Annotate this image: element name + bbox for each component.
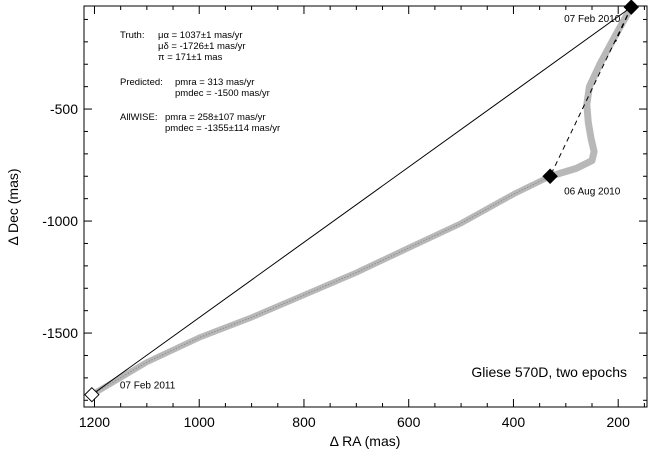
y-tick-label-2: -1500 <box>42 325 78 341</box>
epoch-labels: 07 Feb 2010 06 Aug 2010 07 Feb 2011 <box>120 14 621 392</box>
gray-track <box>88 3 635 398</box>
epoch-label-0: 07 Feb 2010 <box>564 14 621 25</box>
predicted-line-2: pmdec = -1500 mas/yr <box>175 88 270 99</box>
x-tick-label-3: 600 <box>397 414 421 430</box>
x-axis-title: Δ RA (mas) <box>330 433 401 449</box>
x-tick-label-1: 1000 <box>184 414 215 430</box>
gray-track-hatch <box>91 175 551 396</box>
allwise-line-2: pmdec = -1355±114 mas/yr <box>165 123 280 134</box>
truth-label: Truth: <box>120 30 144 41</box>
gray-track-lower <box>88 173 554 398</box>
predicted-line-1: pmra = 313 mas/yr <box>175 77 254 88</box>
predicted-label: Predicted: <box>120 77 163 88</box>
x-tick-label-2: 800 <box>292 414 316 430</box>
epoch-marker-0 <box>623 0 639 15</box>
x-tick-label-0: 1200 <box>79 414 110 430</box>
epoch-label-2: 07 Feb 2011 <box>120 381 176 392</box>
epoch-marker-2 <box>84 386 100 403</box>
epoch-markers <box>84 0 639 403</box>
truth-line-2: μδ = -1726±1 mas/yr <box>158 41 246 52</box>
dashed-line-2 <box>615 6 632 43</box>
epoch-marker-1 <box>542 168 558 184</box>
annotation-block: Truth: μα = 1037±1 mas/yr μδ = -1726±1 m… <box>120 30 280 134</box>
chart-title: Gliese 570D, two epochs <box>471 364 627 380</box>
x-tick-label-4: 400 <box>502 414 526 430</box>
line-layer <box>91 6 632 396</box>
allwise-line-1: pmra = 258±107 mas/yr <box>165 112 266 123</box>
dashed-line-1 <box>549 6 632 177</box>
plot-frame <box>83 5 648 408</box>
solid-line <box>91 6 632 396</box>
epoch-label-1: 06 Aug 2010 <box>564 186 621 197</box>
truth-line-3: π = 171±1 mas <box>158 52 223 63</box>
axis-ticks: 1200 1000 800 600 400 200 -500 -1000 -1500 <box>42 6 647 430</box>
y-tick-label-1: -1000 <box>42 213 78 229</box>
y-axis-title: Δ Dec (mas) <box>5 168 21 245</box>
allwise-label: AllWISE: <box>120 112 157 123</box>
gray-track-upper <box>546 3 635 180</box>
y-tick-label-0: -500 <box>50 101 78 117</box>
x-tick-label-5: 200 <box>607 414 631 430</box>
truth-line-1: μα = 1037±1 mas/yr <box>158 30 243 41</box>
